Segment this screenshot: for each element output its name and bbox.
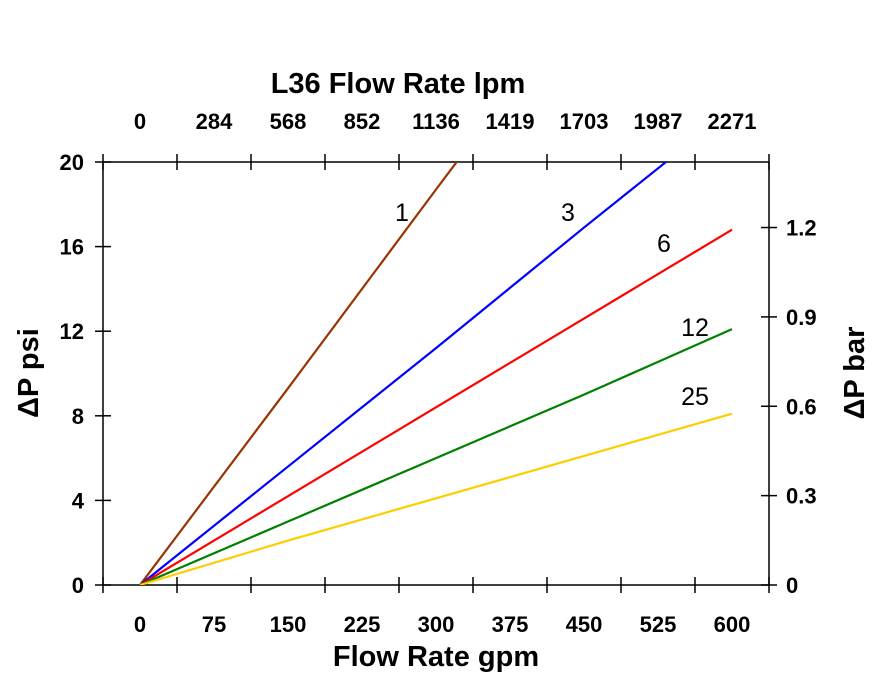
series-line-25 — [139, 412, 733, 585]
y2-tick-label: 0.9 — [786, 305, 817, 330]
series-label: 1 — [395, 199, 409, 227]
x2-tick-label: 284 — [196, 109, 233, 134]
series-label: 25 — [681, 383, 709, 411]
x-tick-label: 450 — [566, 612, 603, 637]
y-tick-label: 0 — [72, 573, 84, 598]
y2-tick-label: 0.6 — [786, 394, 817, 419]
x2-tick-label: 2271 — [708, 109, 757, 134]
y-tick-label: 20 — [60, 150, 84, 175]
x-tick-label: 600 — [714, 612, 751, 637]
series-line-6 — [139, 228, 733, 585]
x-tick-label: 300 — [418, 612, 455, 637]
x2-tick-label: 852 — [344, 109, 381, 134]
series-line-12 — [139, 328, 733, 585]
series-label: 6 — [657, 230, 671, 258]
series-label: 12 — [681, 314, 709, 342]
y2-axis-label: ΔP bar — [839, 327, 871, 420]
x-tick-label: 0 — [134, 612, 146, 637]
chart-title: L36 Flow Rate lpm — [271, 68, 526, 100]
x2-tick-label: 1136 — [412, 109, 460, 134]
x-tick-label: 375 — [492, 612, 529, 637]
x2-tick-label: 1703 — [560, 109, 609, 134]
x-tick-label: 150 — [270, 612, 307, 637]
y-tick-label: 12 — [60, 319, 84, 344]
y2-tick-label: 1.2 — [786, 216, 817, 241]
series-line-1 — [139, 162, 459, 585]
x2-tick-label: 0 — [134, 109, 146, 134]
x2-tick-label: 1419 — [486, 109, 535, 134]
y-tick-label: 16 — [60, 235, 84, 260]
x-axis-label: Flow Rate gpm — [333, 641, 539, 673]
y2-tick-label: 0 — [786, 573, 798, 598]
x2-tick-label: 1987 — [634, 109, 683, 134]
series-label: 3 — [561, 199, 575, 227]
x-tick-label: 225 — [344, 612, 381, 637]
series-line-3 — [139, 162, 668, 585]
y2-tick-label: 0.3 — [786, 484, 817, 509]
y-tick-label: 4 — [72, 488, 85, 513]
y-axis-label: ΔP psi — [13, 328, 45, 418]
x-tick-label: 525 — [640, 612, 677, 637]
x2-tick-label: 568 — [270, 109, 307, 134]
x-tick-label: 75 — [202, 612, 226, 637]
y-tick-label: 8 — [72, 404, 84, 429]
